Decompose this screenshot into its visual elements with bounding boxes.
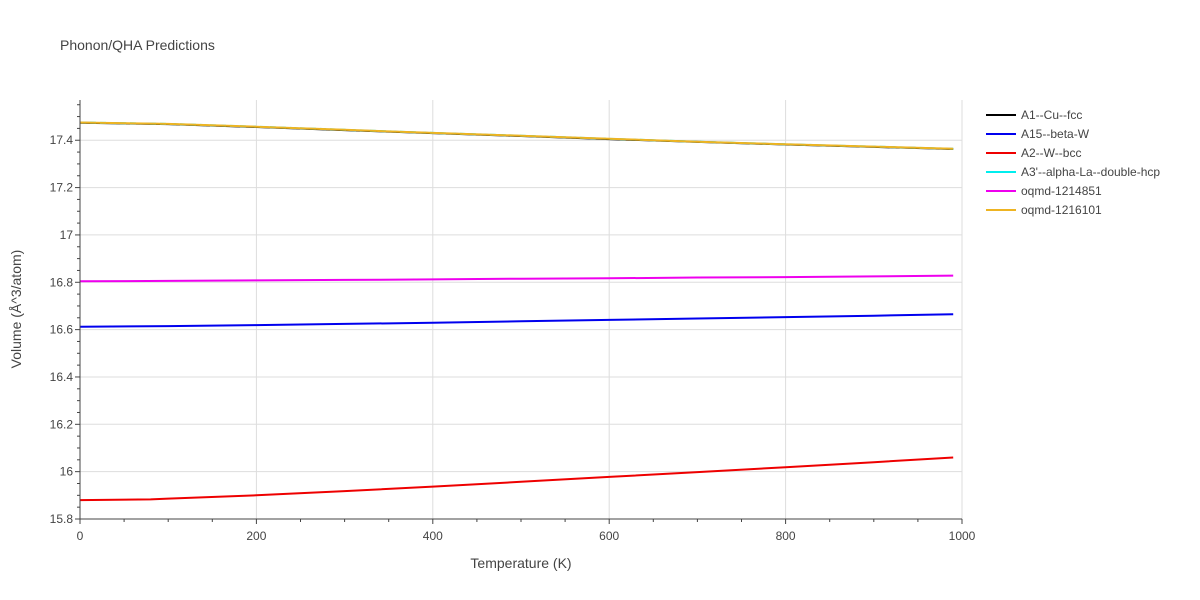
legend-item[interactable]: A2--W--bcc (986, 146, 1081, 160)
legend-label: oqmd-1214851 (1021, 184, 1102, 198)
y-tick-label: 17 (60, 228, 74, 242)
chart-title: Phonon/QHA Predictions (60, 37, 215, 53)
legend-label: A15--beta-W (1021, 127, 1090, 141)
x-axis-title: Temperature (K) (470, 555, 571, 571)
y-tick-label: 17.2 (50, 181, 74, 195)
legend-label: A2--W--bcc (1021, 146, 1081, 160)
x-tick-label: 1000 (949, 529, 976, 543)
grid (80, 100, 963, 520)
x-tick-label: 200 (246, 529, 266, 543)
series-line-2 (79, 313, 954, 328)
x-tick-label: 0 (77, 529, 84, 543)
y-tick-label: 17.4 (50, 133, 74, 147)
series-line-5 (79, 274, 954, 283)
y-tick-label: 15.8 (50, 512, 74, 526)
series-line-3 (79, 456, 954, 502)
y-tick-label: 16.2 (50, 417, 74, 431)
legend-item[interactable]: A15--beta-W (986, 127, 1090, 141)
series-line-6 (79, 121, 954, 150)
y-tick-label: 16 (60, 465, 74, 479)
legend-item[interactable]: A3'--alpha-La--double-hcp (986, 165, 1160, 179)
x-tick-label: 400 (423, 529, 443, 543)
y-tick-label: 16.6 (50, 323, 74, 337)
y-tick-label: 16.4 (50, 370, 74, 384)
y-tick-label: 16.8 (50, 275, 74, 289)
series-group (79, 121, 954, 502)
legend-item[interactable]: oqmd-1216101 (986, 203, 1102, 217)
legend[interactable]: A1--Cu--fcc A15--beta-W A2--W--bcc A3'--alp… (986, 108, 1160, 217)
legend-label: oqmd-1216101 (1021, 203, 1102, 217)
y-axis-title: Volume (Å^3/atom) (8, 250, 24, 369)
legend-label: A3'--alpha-La--double-hcp (1021, 165, 1160, 179)
x-tick-label: 600 (599, 529, 619, 543)
axes: 0 200 400 600 800 1000 15.8 16 16.2 16.4 16.6 16.8 1… (50, 100, 976, 543)
legend-label: A1--Cu--fcc (1021, 108, 1082, 122)
x-tick-label: 800 (776, 529, 796, 543)
legend-item[interactable]: oqmd-1214851 (986, 184, 1102, 198)
legend-item[interactable]: A1--Cu--fcc (986, 108, 1082, 122)
